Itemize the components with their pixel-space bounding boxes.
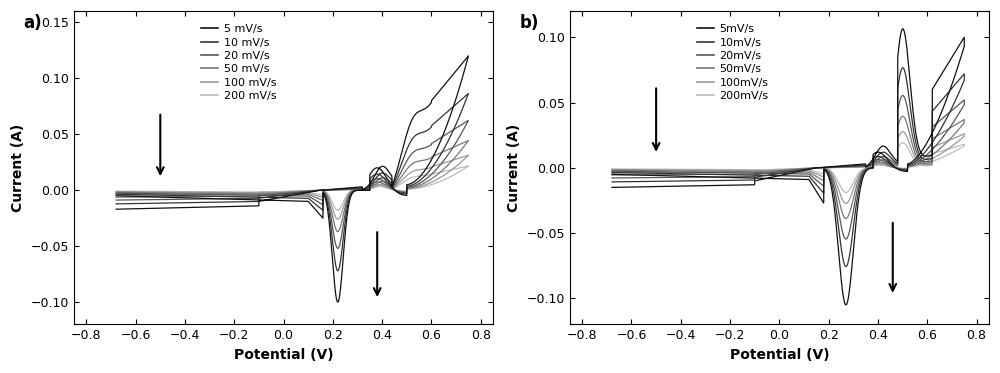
X-axis label: Potential (V): Potential (V) xyxy=(730,348,829,362)
Text: a): a) xyxy=(24,14,42,32)
Text: b): b) xyxy=(520,14,539,32)
Legend: 5mV/s, 10mV/s, 20mV/s, 50mV/s, 100mV/s, 200mV/s: 5mV/s, 10mV/s, 20mV/s, 50mV/s, 100mV/s, … xyxy=(693,20,773,105)
Legend: 5 mV/s, 10 mV/s, 20 mV/s, 50 mV/s, 100 mV/s, 200 mV/s: 5 mV/s, 10 mV/s, 20 mV/s, 50 mV/s, 100 m… xyxy=(197,20,281,105)
X-axis label: Potential (V): Potential (V) xyxy=(234,348,333,362)
Y-axis label: Current (A): Current (A) xyxy=(507,124,521,212)
Y-axis label: Current (A): Current (A) xyxy=(11,124,25,212)
